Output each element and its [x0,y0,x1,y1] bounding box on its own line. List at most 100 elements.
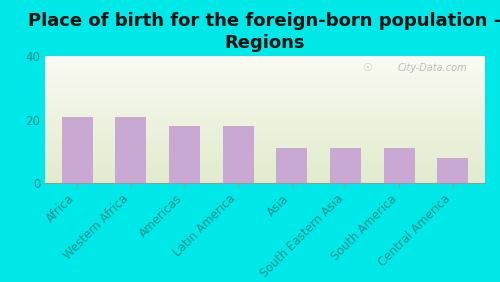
Bar [45,161,485,162]
Bar [45,147,485,148]
Bar [45,135,485,136]
Bar [45,59,485,60]
Bar [45,118,485,119]
Bar [45,144,485,145]
Bar [45,129,485,130]
Bar [45,73,485,74]
Bar [45,63,485,64]
Bar [45,142,485,143]
Bar [45,181,485,182]
Bar [45,127,485,128]
Bar [45,78,485,79]
Bar [45,88,485,89]
Bar [45,75,485,76]
Bar [45,84,485,85]
Bar [45,103,485,104]
Bar [45,148,485,149]
Bar [45,114,485,115]
Bar [45,85,485,86]
Bar [45,120,485,121]
Bar [45,145,485,146]
Bar [45,92,485,93]
Bar [45,130,485,131]
Bar [45,152,485,153]
Bar [45,166,485,167]
Bar [45,115,485,116]
Bar [45,126,485,127]
Bar [45,104,485,105]
Bar [45,91,485,92]
Bar [45,81,485,82]
Bar [45,111,485,112]
Bar [45,157,485,158]
Bar [45,119,485,120]
Bar [45,69,485,70]
Bar [45,72,485,73]
Title: Place of birth for the foreign-born population -
Regions: Place of birth for the foreign-born popu… [28,12,500,52]
Bar [45,83,485,84]
Bar [45,153,485,154]
Bar [45,62,485,63]
Bar [45,122,485,123]
Bar [45,168,485,169]
Bar [45,131,485,132]
Bar [45,112,485,113]
Bar [45,163,485,164]
Bar [45,158,485,159]
Bar [45,170,485,171]
Bar [45,182,485,183]
Bar [45,108,485,109]
Bar [45,105,485,106]
Bar [45,178,485,179]
Bar [45,79,485,80]
Bar [45,87,485,88]
Bar [45,132,485,133]
Bar [45,160,485,161]
Bar [45,89,485,90]
Bar [45,106,485,107]
Bar [45,154,485,155]
Bar [276,148,308,183]
Bar [45,93,485,94]
Bar [45,176,485,177]
Bar [45,136,485,137]
Bar [45,68,485,69]
Bar [437,158,468,183]
Bar [330,148,361,183]
Bar [45,97,485,98]
Bar [45,61,485,62]
Bar [45,151,485,152]
Bar [45,137,485,138]
Bar [45,65,485,66]
Bar [45,109,485,110]
Bar [45,116,485,117]
Bar [45,67,485,68]
Bar [45,117,485,118]
Bar [45,179,485,180]
Bar [45,107,485,108]
Bar [45,175,485,176]
Bar [45,90,485,91]
Bar [45,121,485,122]
Bar [45,173,485,174]
Bar [45,56,485,57]
Bar [45,134,485,135]
Bar [45,76,485,77]
Bar [45,140,485,141]
Bar [45,167,485,168]
Bar [45,165,485,166]
Bar [45,133,485,134]
Bar [45,141,485,142]
Bar [45,82,485,83]
Bar [384,148,414,183]
Bar [116,117,146,183]
Bar [45,146,485,147]
Bar [45,95,485,96]
Bar [45,77,485,78]
Bar [45,94,485,95]
Bar [45,155,485,156]
Bar [45,172,485,173]
Bar [222,126,254,183]
Text: ☉: ☉ [362,63,372,73]
Bar [45,86,485,87]
